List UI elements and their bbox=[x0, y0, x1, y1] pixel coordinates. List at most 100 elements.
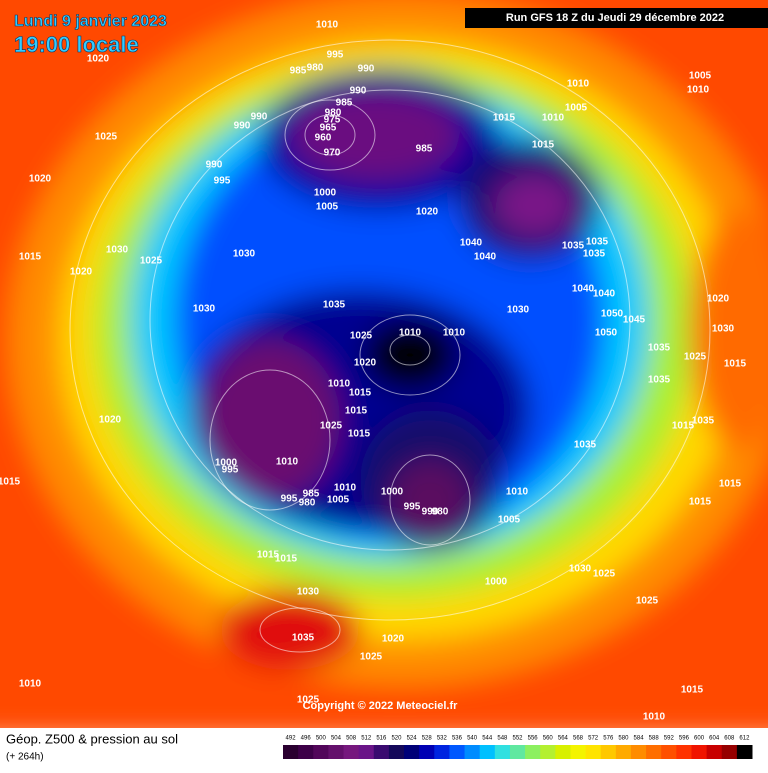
pressure-label: 970 bbox=[324, 148, 341, 159]
pressure-label: 980 bbox=[432, 507, 449, 518]
pressure-label: 1000 bbox=[215, 458, 238, 469]
geopotential-field bbox=[0, 0, 768, 740]
pressure-label: 1020 bbox=[70, 267, 93, 278]
pressure-label: 1020 bbox=[354, 358, 377, 369]
pressure-label: 1015 bbox=[724, 359, 747, 370]
scale-swatch bbox=[358, 745, 375, 759]
scale-swatch bbox=[464, 745, 481, 759]
pressure-label: 1040 bbox=[474, 252, 497, 263]
scale-label: 608 bbox=[724, 736, 735, 742]
pressure-label: 1000 bbox=[381, 487, 404, 498]
scale-swatch bbox=[615, 745, 632, 759]
pressure-label: 1035 bbox=[562, 241, 585, 252]
pressure-label: 1030 bbox=[233, 249, 256, 260]
pressure-label: 1015 bbox=[532, 140, 555, 151]
valid-date: Lundi 9 janvier 2023 bbox=[14, 13, 167, 30]
pressure-label: 1020 bbox=[707, 294, 730, 305]
color-scale: 492 496 500 504 508 512 516 520 524 528 532 536 540 5… bbox=[283, 736, 753, 759]
scale-label: 572 bbox=[588, 736, 599, 742]
pressure-label: 990 bbox=[206, 160, 223, 171]
pressure-label: 990 bbox=[350, 86, 367, 97]
scale-swatch bbox=[328, 745, 345, 759]
pressure-label: 1005 bbox=[689, 71, 712, 82]
pressure-label: 985 bbox=[290, 66, 307, 77]
pressure-label: 980 bbox=[325, 108, 342, 119]
pressure-label: 1035 bbox=[583, 249, 606, 260]
pressure-label: 1005 bbox=[327, 495, 350, 506]
scale-label: 560 bbox=[543, 736, 554, 742]
pressure-label: 1010 bbox=[643, 712, 666, 723]
pressure-label: 1015 bbox=[0, 477, 21, 488]
scale-swatch bbox=[283, 745, 299, 759]
pressure-label: 1050 bbox=[595, 328, 618, 339]
pressure-label: 1025 bbox=[297, 695, 320, 706]
copyright: Copyright © 2022 Meteociel.fr bbox=[303, 700, 459, 712]
pressure-label: 1020 bbox=[99, 415, 122, 426]
pressure-label: 1020 bbox=[29, 174, 52, 185]
pressure-label: 1010 bbox=[567, 79, 590, 90]
pressure-label: 980 bbox=[299, 498, 316, 509]
scale-label: 496 bbox=[301, 736, 312, 742]
scale-label: 556 bbox=[528, 736, 539, 742]
pressure-label: 1025 bbox=[360, 652, 383, 663]
pressure-label: 1015 bbox=[493, 113, 516, 124]
pressure-label: 1015 bbox=[672, 421, 695, 432]
pressure-label: 1015 bbox=[275, 554, 298, 565]
scale-swatch bbox=[373, 745, 390, 759]
scale-swatch bbox=[676, 745, 692, 759]
pressure-label: 1040 bbox=[593, 289, 616, 300]
scale-label: 564 bbox=[558, 736, 569, 742]
pressure-label: 990 bbox=[358, 64, 375, 75]
pressure-label: 1020 bbox=[87, 54, 110, 65]
pressure-label: 1010 bbox=[687, 85, 710, 96]
legend-title: Géop. Z500 & pression au sol bbox=[6, 731, 178, 746]
pressure-label: 960 bbox=[315, 133, 332, 144]
pressure-label: 1010 bbox=[19, 679, 42, 690]
scale-label: 568 bbox=[573, 736, 584, 742]
scale-swatch bbox=[555, 745, 571, 759]
pressure-label: 1010 bbox=[334, 483, 357, 494]
pressure-label: 1030 bbox=[712, 324, 735, 335]
pressure-label: 1015 bbox=[345, 406, 368, 417]
run-bar bbox=[465, 8, 768, 28]
pressure-label: 1025 bbox=[95, 132, 118, 143]
pressure-label: 1035 bbox=[323, 300, 346, 311]
pressure-label: 1025 bbox=[593, 569, 616, 580]
pressure-label: 1015 bbox=[681, 685, 704, 696]
pressure-label: 995 bbox=[214, 176, 231, 187]
scale-label: 592 bbox=[664, 736, 675, 742]
scale-label: 596 bbox=[679, 736, 690, 742]
scale-label: 548 bbox=[497, 736, 508, 742]
pressure-label: 1030 bbox=[569, 564, 592, 575]
scale-label: 604 bbox=[709, 736, 720, 742]
pressure-label: 1040 bbox=[572, 284, 595, 295]
scale-label: 536 bbox=[452, 736, 463, 742]
scale-label: 492 bbox=[286, 736, 297, 742]
pressure-label: 1015 bbox=[349, 388, 372, 399]
scale-swatch bbox=[419, 745, 435, 759]
scale-swatch bbox=[706, 745, 723, 759]
pressure-label: 1015 bbox=[348, 429, 371, 440]
scale-label: 508 bbox=[346, 736, 357, 742]
scale-label: 520 bbox=[391, 736, 402, 742]
pressure-label: 1015 bbox=[689, 497, 712, 508]
scale-label: 600 bbox=[694, 736, 705, 742]
pressure-label: 1025 bbox=[320, 421, 343, 432]
scale-swatch bbox=[494, 745, 511, 759]
scale-swatch bbox=[479, 745, 496, 759]
scale-swatch bbox=[585, 745, 602, 759]
scale-swatch bbox=[525, 745, 541, 759]
scale-swatch bbox=[630, 745, 647, 759]
scale-label: 552 bbox=[512, 736, 523, 742]
pressure-label: 990 bbox=[251, 112, 268, 123]
scale-label: 540 bbox=[467, 736, 478, 742]
pressure-label: 995 bbox=[404, 502, 421, 513]
scale-label: 524 bbox=[407, 736, 418, 742]
scale-swatch bbox=[298, 745, 314, 759]
pressure-label: 1030 bbox=[297, 587, 320, 598]
pressure-label: 1035 bbox=[692, 416, 715, 427]
scale-swatch bbox=[691, 745, 708, 759]
scale-swatch bbox=[343, 745, 360, 759]
pressure-label: 1010 bbox=[443, 328, 466, 339]
